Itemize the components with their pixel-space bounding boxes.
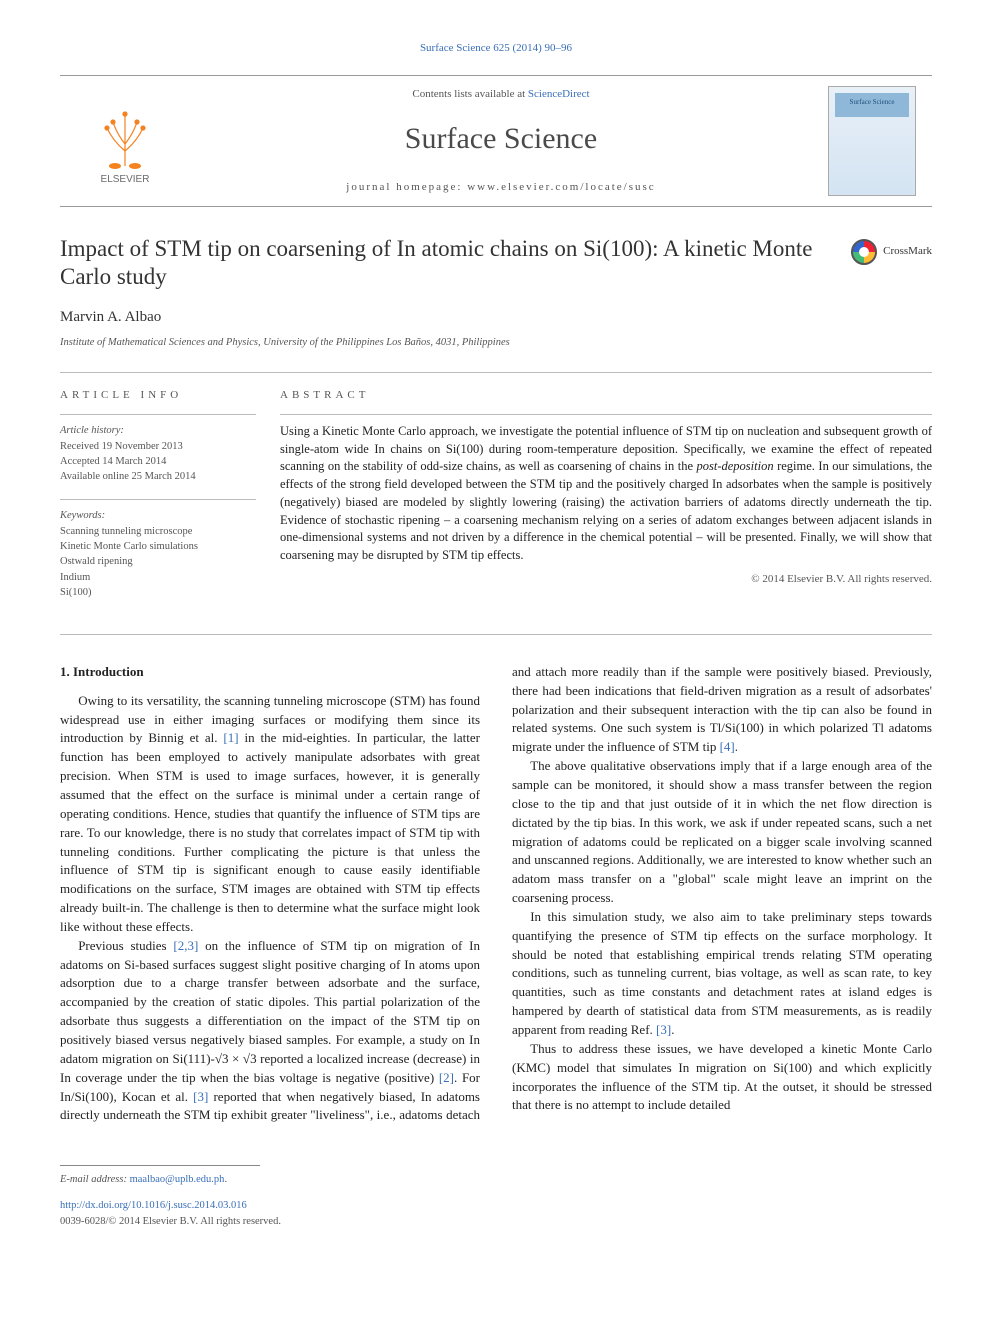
email-link[interactable]: maalbao@uplb.edu.ph [130,1174,225,1185]
corresponding-email-line: E-mail address: maalbao@uplb.edu.ph. [60,1172,932,1188]
history-label: Article history: [60,423,256,438]
doi-link[interactable]: http://dx.doi.org/10.1016/j.susc.2014.03… [60,1200,247,1211]
abstract-part-b: regime. In our simulations, the effects … [280,459,932,562]
page-footer: E-mail address: maalbao@uplb.edu.ph. htt… [60,1165,932,1229]
article-history-block: Article history: Received 19 November 20… [60,423,256,485]
info-divider-2 [60,499,256,500]
keyword: Indium [60,572,90,583]
crossmark-label: CrossMark [883,243,932,260]
section-heading-intro: 1. Introduction [60,663,480,682]
body-paragraph: Owing to its versatility, the scanning t… [60,692,480,937]
journal-title: Surface Science [405,116,597,161]
body-text: In this simulation study, we also aim to… [512,909,932,1037]
elsevier-logo-icon: ELSEVIER [85,96,165,186]
sd-prefix: Contents lists available at [412,88,527,100]
title-row: Impact of STM tip on coarsening of In at… [60,235,932,293]
journal-citation-link[interactable]: Surface Science 625 (2014) 90–96 [420,42,572,54]
sciencedirect-line: Contents lists available at ScienceDirec… [412,86,589,103]
masthead-center: Contents lists available at ScienceDirec… [190,86,812,196]
online-date: Available online 25 March 2014 [60,471,196,482]
keyword: Scanning tunneling microscope [60,526,192,537]
keyword: Ostwald ripening [60,556,133,567]
abstract-em: post-deposition [697,459,774,473]
body-paragraph: The above qualitative observations imply… [512,757,932,908]
abstract-column: abstract Using a Kinetic Monte Carlo app… [280,387,932,614]
ref-link[interactable]: [1] [223,730,238,745]
body-text: . [671,1022,674,1037]
author-affiliation: Institute of Mathematical Sciences and P… [60,335,932,351]
abstract-divider [280,414,932,415]
doi-line: http://dx.doi.org/10.1016/j.susc.2014.03… [60,1198,932,1214]
email-label: E-mail address: [60,1174,130,1185]
sciencedirect-link[interactable]: ScienceDirect [528,88,590,100]
cover-thumb-label: Surface Science [829,97,915,108]
keyword: Si(100) [60,587,92,598]
keywords-block: Keywords: Scanning tunneling microscope … [60,508,256,600]
body-text: The above qualitative observations imply… [512,758,932,905]
received-date: Received 19 November 2013 [60,441,183,452]
body-paragraph: In this simulation study, we also aim to… [512,908,932,1040]
accepted-date: Accepted 14 March 2014 [60,456,166,467]
journal-cover-column: Surface Science [812,86,932,196]
body-text: . [735,739,738,754]
abstract-heading: abstract [280,387,932,404]
info-divider [60,414,256,415]
footnote-rule [60,1165,260,1166]
divider-top [60,372,932,373]
ref-link[interactable]: [3] [193,1089,208,1104]
ref-link[interactable]: [2,3] [173,938,198,953]
abstract-copyright: © 2014 Elsevier B.V. All rights reserved… [280,571,932,588]
masthead: ELSEVIER Contents lists available at Sci… [60,75,932,207]
crossmark-icon [851,239,877,265]
body-text: on the influence of STM tip on migration… [60,938,480,1085]
body-text: in the mid-eighties. In particular, the … [60,730,480,933]
article-info-heading: article info [60,387,256,404]
body-paragraph: Thus to address these issues, we have de… [512,1040,932,1115]
ref-link[interactable]: [3] [656,1022,671,1037]
keywords-label: Keywords: [60,508,256,523]
body-two-column: 1. Introduction Owing to its versatility… [60,663,932,1125]
article-info-column: article info Article history: Received 1… [60,387,280,614]
publisher-name: ELSEVIER [101,174,150,185]
issn-copyright-line: 0039-6028/© 2014 Elsevier B.V. All right… [60,1214,932,1230]
keyword: Kinetic Monte Carlo simulations [60,541,198,552]
journal-cover-thumb-icon: Surface Science [828,86,916,196]
abstract-text: Using a Kinetic Monte Carlo approach, we… [280,423,932,565]
ref-link[interactable]: [4] [720,739,735,754]
ref-link[interactable]: [2] [439,1070,454,1085]
journal-homepage-line: journal homepage: www.elsevier.com/locat… [346,179,655,196]
body-text: Previous studies [78,938,173,953]
body-text: Thus to address these issues, we have de… [512,1041,932,1113]
article-title: Impact of STM tip on coarsening of In at… [60,235,831,293]
publisher-logo-column: ELSEVIER [60,86,190,196]
author-name: Marvin A. Albao [60,306,932,329]
info-abstract-row: article info Article history: Received 1… [60,387,932,614]
crossmark-badge[interactable]: CrossMark [851,239,932,265]
journal-citation-header: Surface Science 625 (2014) 90–96 [60,40,932,57]
divider-bottom [60,634,932,635]
